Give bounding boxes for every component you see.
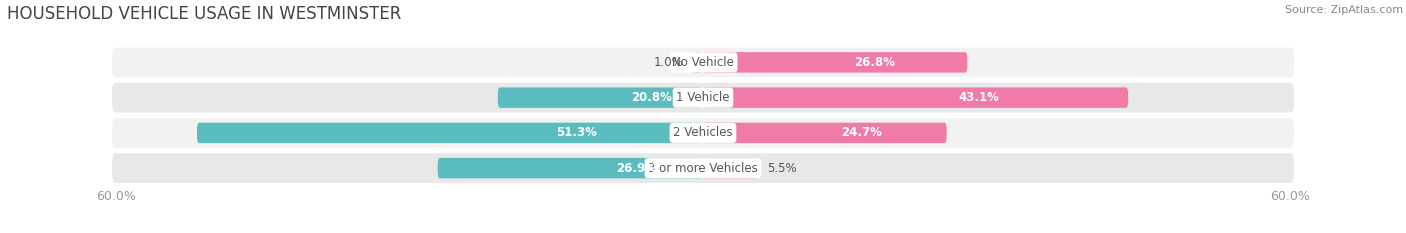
Text: 1 Vehicle: 1 Vehicle bbox=[676, 91, 730, 104]
FancyBboxPatch shape bbox=[111, 82, 1295, 113]
Text: 20.8%: 20.8% bbox=[631, 91, 672, 104]
FancyBboxPatch shape bbox=[111, 47, 1295, 78]
Text: 60.0%: 60.0% bbox=[1270, 190, 1309, 203]
Text: 26.8%: 26.8% bbox=[855, 56, 896, 69]
FancyBboxPatch shape bbox=[197, 123, 703, 143]
Text: 3 or more Vehicles: 3 or more Vehicles bbox=[648, 162, 758, 175]
Text: 5.5%: 5.5% bbox=[768, 162, 797, 175]
FancyBboxPatch shape bbox=[437, 158, 703, 178]
Text: 2 Vehicles: 2 Vehicles bbox=[673, 126, 733, 139]
Text: 24.7%: 24.7% bbox=[841, 126, 882, 139]
FancyBboxPatch shape bbox=[498, 87, 703, 108]
Text: HOUSEHOLD VEHICLE USAGE IN WESTMINSTER: HOUSEHOLD VEHICLE USAGE IN WESTMINSTER bbox=[7, 5, 401, 23]
Text: No Vehicle: No Vehicle bbox=[672, 56, 734, 69]
FancyBboxPatch shape bbox=[703, 52, 967, 73]
Text: 1.0%: 1.0% bbox=[654, 56, 683, 69]
Text: 60.0%: 60.0% bbox=[97, 190, 136, 203]
Text: 26.9%: 26.9% bbox=[616, 162, 657, 175]
FancyBboxPatch shape bbox=[111, 117, 1295, 149]
FancyBboxPatch shape bbox=[703, 158, 758, 178]
Text: 43.1%: 43.1% bbox=[959, 91, 1000, 104]
FancyBboxPatch shape bbox=[111, 152, 1295, 184]
FancyBboxPatch shape bbox=[693, 52, 703, 73]
FancyBboxPatch shape bbox=[703, 123, 946, 143]
Text: 51.3%: 51.3% bbox=[555, 126, 598, 139]
Text: Source: ZipAtlas.com: Source: ZipAtlas.com bbox=[1285, 5, 1403, 15]
FancyBboxPatch shape bbox=[703, 87, 1128, 108]
